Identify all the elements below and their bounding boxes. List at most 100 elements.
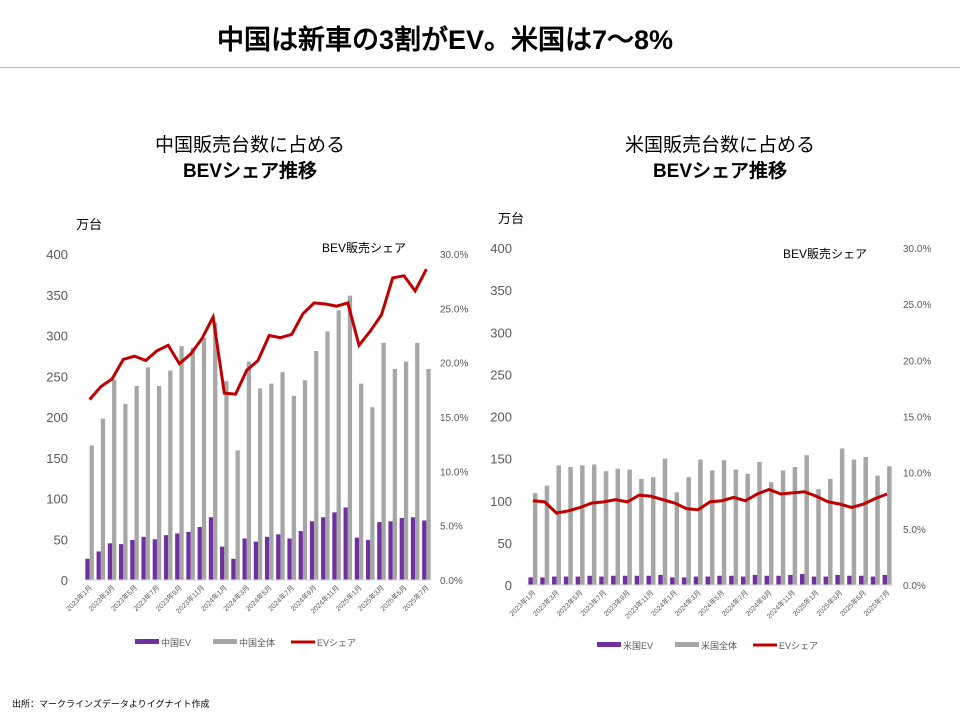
y2-tick-label: 0.0% <box>903 581 926 592</box>
bar-ev <box>85 558 90 580</box>
bar-total <box>568 467 573 585</box>
bar-ev <box>287 538 292 580</box>
y2-tick-label: 20.0% <box>903 356 931 367</box>
bar-ev <box>298 531 303 580</box>
bar-total <box>745 473 750 585</box>
divider <box>0 67 960 68</box>
bar-total <box>134 386 139 580</box>
share-line <box>532 487 888 515</box>
chart-1: 0 50 100 150 200 250 300 350 400 0.0% 5.0% 10.0% 15.… <box>490 241 931 651</box>
bar-ev <box>788 574 793 585</box>
legend-swatch <box>213 639 237 644</box>
bar-total <box>875 475 880 585</box>
share-axis-label: BEV販売シェア <box>322 240 406 255</box>
bar-total <box>168 370 173 580</box>
bar-total <box>721 460 727 585</box>
bar-ev <box>309 521 315 580</box>
bar-ev <box>163 535 169 580</box>
bar-ev <box>208 517 214 580</box>
y2-tick-label: 20.0% <box>440 359 468 370</box>
bar-ev <box>242 538 247 580</box>
bar-ev <box>130 540 135 580</box>
bar-ev <box>835 574 840 585</box>
bar-total <box>615 468 621 585</box>
y-tick-label: 150 <box>490 452 512 467</box>
y-tick-label: 250 <box>490 367 512 382</box>
legend-label: 中国EV <box>161 637 191 648</box>
legend-label: EVシェア <box>779 641 818 651</box>
bar-total <box>112 379 117 580</box>
bar-total <box>302 380 308 580</box>
y2-tick-label: 5.0% <box>440 522 463 533</box>
y-tick-label: 100 <box>490 494 512 509</box>
bar-ev <box>599 576 604 585</box>
bar-total <box>863 456 868 585</box>
bar-ev <box>220 546 225 580</box>
bar-ev <box>752 574 758 585</box>
y2-tick-label: 25.0% <box>440 304 468 315</box>
bar-total <box>415 342 420 580</box>
y-tick-label: 0 <box>61 573 68 588</box>
y2-tick-label: 15.0% <box>440 413 468 424</box>
legend-label: EVシェア <box>317 638 356 648</box>
chart-0: 0 50 100 150 200 250 300 350 400 0.0% 5.0% 10.0% 15.… <box>46 240 468 648</box>
bar-total <box>686 477 691 585</box>
chart-title-line2: BEVシェア推移 <box>182 161 318 182</box>
y2-tick-label: 30.0% <box>903 244 931 255</box>
y-tick-label: 350 <box>46 288 68 303</box>
bar-total <box>235 450 240 580</box>
bar-ev <box>141 536 146 580</box>
bar-total <box>179 346 184 580</box>
bar-total <box>224 381 229 580</box>
bar-total <box>336 310 341 580</box>
bar-ev <box>670 577 675 585</box>
bar-ev <box>422 520 427 580</box>
y-tick-label: 50 <box>54 532 68 547</box>
bar-ev <box>152 539 157 580</box>
bar-total <box>816 488 821 585</box>
bar-ev <box>107 543 113 580</box>
bar-total <box>426 368 431 580</box>
bar-ev <box>410 517 416 580</box>
bar-total <box>532 493 538 585</box>
share-axis-label: BEV販売シェア <box>783 246 867 261</box>
bar-total <box>650 477 656 585</box>
unit-label-china: 万台 <box>76 217 103 232</box>
bar-total <box>710 470 715 585</box>
bar-ev <box>611 575 616 585</box>
y2-tick-label: 30.0% <box>440 250 468 261</box>
bar-ev <box>776 575 781 585</box>
bar-ev <box>276 534 281 580</box>
bar-ev <box>622 575 628 585</box>
bar-ev <box>365 540 371 580</box>
bar-total <box>839 448 845 585</box>
bar-ev <box>388 521 393 580</box>
unit-label-us: 万台 <box>498 211 525 226</box>
bar-total <box>246 361 252 580</box>
y-tick-label: 300 <box>46 329 68 344</box>
y-tick-label: 400 <box>46 247 68 262</box>
y-tick-label: 400 <box>490 241 512 256</box>
y2-tick-label: 15.0% <box>903 413 931 424</box>
bar-total <box>381 342 386 580</box>
bar-total <box>156 386 162 580</box>
bar-total <box>591 464 597 585</box>
bar-total <box>359 383 364 580</box>
bar-ev <box>231 558 236 580</box>
y-tick-label: 200 <box>490 410 512 425</box>
bar-total <box>662 458 668 585</box>
y-tick-label: 350 <box>490 283 512 298</box>
bar-total <box>887 466 892 585</box>
bar-ev <box>799 574 805 585</box>
bar-total <box>100 418 106 580</box>
bar-total <box>757 461 762 585</box>
legend-swatch <box>597 642 621 647</box>
bar-ev <box>563 576 569 585</box>
bar-ev <box>587 575 592 585</box>
bar-total <box>698 459 703 585</box>
bar-ev <box>729 575 734 585</box>
legend-label: 中国全体 <box>239 637 275 648</box>
bar-ev <box>764 575 770 585</box>
bar-total <box>804 455 809 585</box>
